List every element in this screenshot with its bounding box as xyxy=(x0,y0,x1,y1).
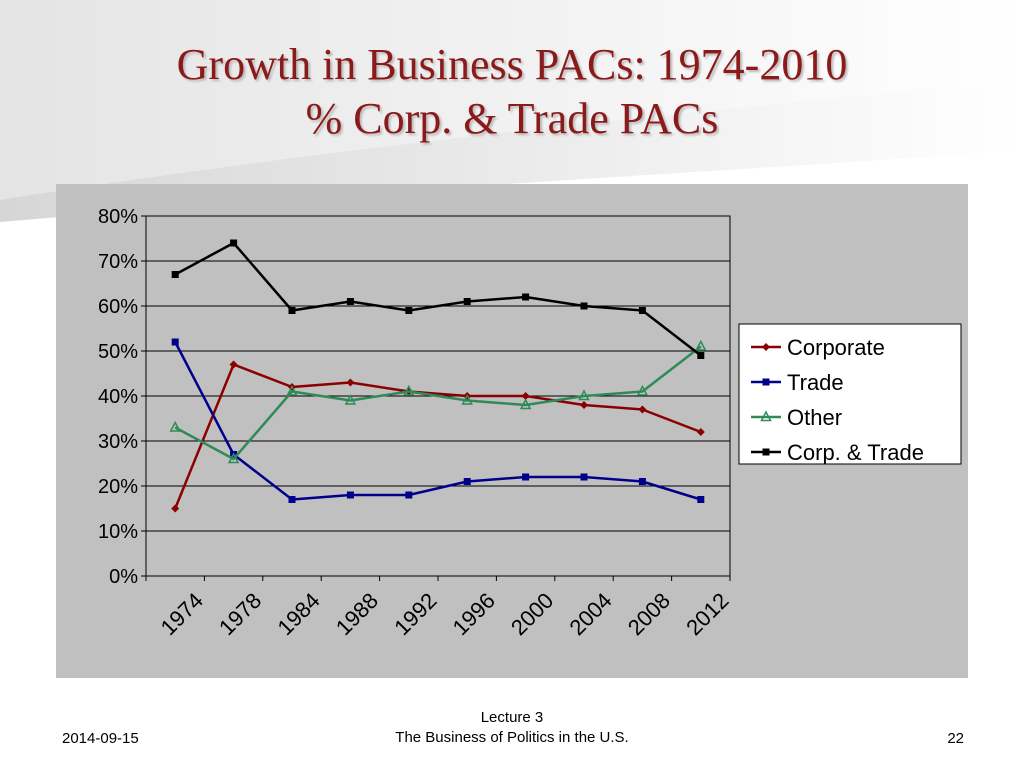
data-point-other xyxy=(169,420,181,432)
data-point-other xyxy=(227,452,240,464)
data-point-corp-trade xyxy=(522,293,530,301)
legend-label-corp-trade: Corp. & Trade xyxy=(787,440,924,465)
data-point-trade xyxy=(697,496,705,503)
y-tick-label: 50% xyxy=(98,341,138,363)
series-line-corp-trade xyxy=(174,241,702,357)
data-point-corporate xyxy=(229,360,238,369)
legend-marker-other xyxy=(760,410,772,422)
data-point-trade xyxy=(580,473,588,481)
data-point-corporate xyxy=(638,405,647,414)
data-point-corp-trade xyxy=(463,298,471,305)
y-tick-label: 60% xyxy=(98,296,138,318)
data-point-other xyxy=(461,393,473,405)
data-point-trade xyxy=(405,491,413,499)
y-tick-label: 0% xyxy=(109,566,138,588)
data-point-corp-trade xyxy=(697,352,705,359)
footer-lecture-info: Lecture 3 The Business of Politics in th… xyxy=(312,708,712,748)
data-point-trade xyxy=(463,478,471,485)
y-tick-label: 20% xyxy=(98,476,138,498)
y-tick-label: 10% xyxy=(98,521,138,543)
data-point-corporate xyxy=(580,401,588,409)
data-point-corp-trade xyxy=(346,298,354,305)
data-point-trade xyxy=(522,473,530,481)
line-chart: 0%10%20%30%40%50%60%70%80%1974 1978 1984 19… xyxy=(56,184,968,678)
data-point-corporate xyxy=(696,428,705,436)
y-tick-label: 70% xyxy=(98,251,138,273)
footer-date: 2014-09-15 xyxy=(62,730,139,747)
series-line-other xyxy=(174,345,702,461)
data-point-trade xyxy=(346,491,354,499)
data-point-trade xyxy=(638,478,646,485)
data-point-corp-trade xyxy=(580,302,588,310)
data-point-corporate xyxy=(521,392,530,400)
data-point-corporate xyxy=(346,378,355,387)
slide-title: Growth in Business PACs: 1974-2010 % Cor… xyxy=(0,38,1024,146)
footer-course-title: The Business of Politics in the U.S. xyxy=(395,729,629,746)
series-line-corporate xyxy=(174,363,702,509)
legend-label-other: Other xyxy=(787,405,842,430)
data-point-other xyxy=(636,384,649,396)
data-point-other xyxy=(403,384,415,396)
series-line-trade xyxy=(174,341,702,501)
data-point-corp-trade xyxy=(288,307,296,314)
y-tick-label: 40% xyxy=(98,386,138,408)
legend-label-trade: Trade xyxy=(787,370,844,395)
data-point-trade xyxy=(288,496,296,503)
data-point-other xyxy=(578,389,590,401)
data-point-corp-trade xyxy=(405,307,413,314)
chart-panel: 0% 10% 20% 30% 40% 50% 60% 70% 80% 1974 1978 1984 19… xyxy=(56,184,968,678)
legend-label-corporate: Corporate xyxy=(787,335,885,360)
slide-title-line-1: Growth in Business PACs: 1974-2010 xyxy=(176,40,848,89)
footer-page-number: 22 xyxy=(947,730,964,747)
background-swoosh xyxy=(0,0,1024,222)
data-point-corporate xyxy=(171,504,180,513)
data-point-corp-trade xyxy=(230,239,238,247)
slide-title-line-2: % Corp. & Trade PACs xyxy=(305,94,719,143)
y-tick-label: 80% xyxy=(98,206,138,228)
data-point-corp-trade xyxy=(638,307,646,314)
legend-marker-corporate xyxy=(762,343,770,351)
data-point-other xyxy=(695,339,707,351)
legend-marker-trade xyxy=(762,378,770,386)
data-point-other xyxy=(286,384,298,396)
data-point-corp-trade xyxy=(171,271,179,278)
footer-lecture-number: Lecture 3 xyxy=(480,709,544,726)
data-point-trade xyxy=(171,338,179,346)
data-point-other xyxy=(519,398,532,410)
y-tick-label: 30% xyxy=(98,431,138,453)
data-point-other xyxy=(344,393,357,405)
legend-marker-corp-trade xyxy=(762,448,770,456)
